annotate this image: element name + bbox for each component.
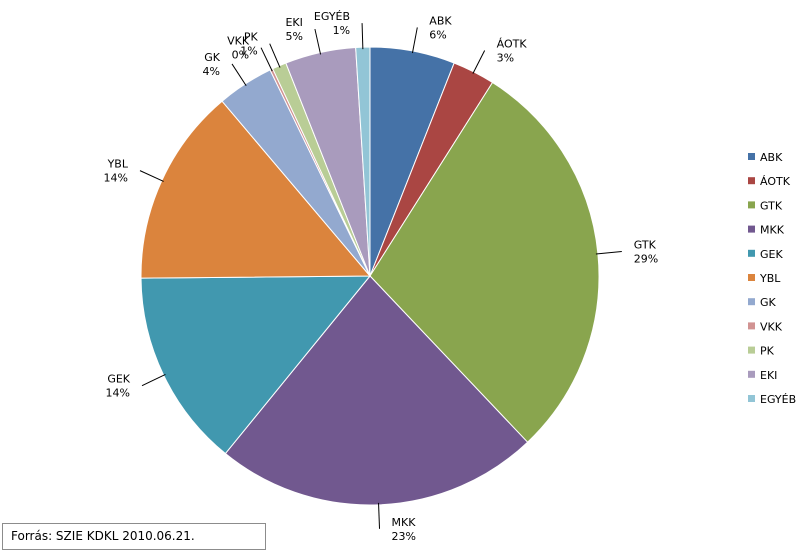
- data-label-name-mkk: MKK: [392, 516, 417, 529]
- leader-line-gk: [231, 63, 247, 87]
- data-label-value-aotk: 3%: [497, 51, 514, 64]
- data-label-name-pk: PK: [244, 31, 259, 44]
- data-label-name-egyeb: EGYÉB: [314, 10, 350, 23]
- legend-swatch-gek: [748, 249, 755, 257]
- legend-label-vkk: VKK: [760, 320, 783, 333]
- data-label-value-abk: 6%: [429, 28, 446, 41]
- data-label-value-egyeb: 1%: [333, 24, 350, 37]
- leader-line-eki: [314, 28, 322, 55]
- data-label-name-abk: ABK: [429, 14, 452, 27]
- data-label-value-vkk: 0%: [232, 49, 249, 62]
- data-label-name-ybl: YBL: [107, 158, 129, 171]
- legend-label-mkk: MKK: [760, 224, 785, 237]
- leader-line-pk: [269, 43, 281, 68]
- leader-line-mkk: [378, 502, 381, 529]
- legend-swatch-vkk: [748, 322, 755, 330]
- data-labels: ABK6%ÁOTK3%GTK29%MKK23%GEK14%YBL14%GK4%V…: [104, 10, 659, 543]
- legend-label-eki: EKI: [760, 369, 777, 382]
- legend-label-gk: GK: [760, 296, 777, 309]
- leader-line-abk: [411, 27, 418, 54]
- leader-line-gtk: [595, 250, 622, 255]
- legend-label-gtk: GTK: [760, 199, 783, 212]
- legend-label-egyeb: EGYÉB: [760, 393, 796, 406]
- data-label-name-gtk: GTK: [634, 238, 657, 251]
- leader-line-gek: [141, 373, 166, 387]
- legend-label-abk: ABK: [760, 151, 783, 164]
- data-label-value-eki: 5%: [285, 30, 302, 43]
- leader-lines: [139, 23, 622, 529]
- pie-slices: [140, 46, 600, 506]
- data-label-value-ybl: 14%: [104, 172, 128, 185]
- leader-line-egyeb: [361, 23, 364, 50]
- data-label-value-mkk: 23%: [392, 530, 416, 543]
- leader-line-aotk: [472, 50, 486, 74]
- legend-label-pk: PK: [760, 345, 775, 358]
- legend-swatch-gk: [748, 298, 755, 306]
- leader-line-ybl: [139, 170, 164, 182]
- legend-swatch-egyeb: [748, 395, 755, 402]
- data-label-name-gek: GEK: [107, 373, 130, 386]
- legend-swatch-eki: [748, 370, 755, 378]
- legend-swatch-gtk: [748, 201, 755, 209]
- data-label-value-gk: 4%: [203, 65, 220, 78]
- data-label-value-gtk: 29%: [634, 252, 658, 265]
- data-label-name-vkk: VKK: [227, 35, 250, 48]
- legend-swatch-aotk: [748, 177, 755, 185]
- source-note: Forrás: SZIE KDKL 2010.06.21.: [2, 523, 266, 550]
- data-label-value-gek: 14%: [106, 387, 130, 400]
- data-label-name-gk: GK: [204, 51, 221, 64]
- data-label-name-aotk: ÁOTK: [497, 37, 528, 50]
- legend-swatch-abk: [748, 153, 755, 160]
- legend-label-aotk: ÁOTK: [760, 175, 791, 188]
- leader-line-vkk: [260, 47, 273, 72]
- legend: ABK ÁOTK GTK MKK GEK YBL GK VKK PK EKI EGYÉB: [748, 151, 796, 406]
- legend-swatch-pk: [748, 346, 755, 354]
- data-label-name-eki: EKI: [285, 16, 302, 29]
- legend-swatch-ybl: [748, 274, 755, 281]
- legend-label-gek: GEK: [760, 248, 783, 261]
- legend-swatch-mkk: [748, 225, 755, 233]
- legend-label-ybl: YBL: [759, 272, 781, 285]
- data-label-value-pk: 1%: [240, 45, 257, 58]
